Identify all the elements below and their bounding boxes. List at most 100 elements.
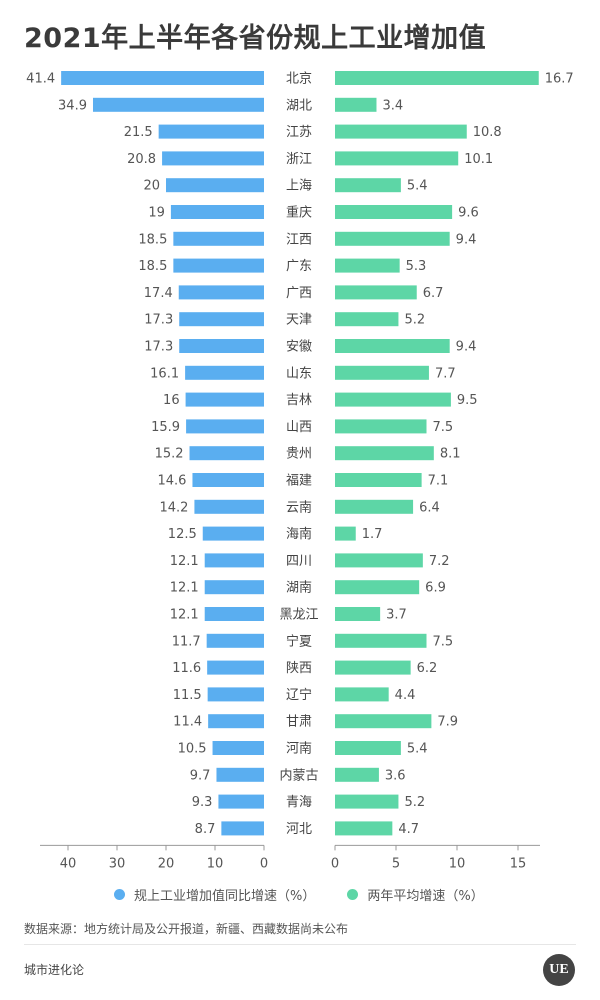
left-value-label: 12.1 (170, 554, 199, 569)
right-value-label: 7.7 (435, 366, 456, 381)
left-bar (170, 205, 264, 219)
category-label: 天津 (286, 313, 312, 328)
right-bar (335, 767, 379, 782)
right-bar (335, 714, 432, 729)
category-label: 广西 (286, 286, 312, 301)
left-value-label: 12.1 (170, 608, 199, 623)
right-bar (335, 580, 420, 595)
right-bar (335, 660, 411, 675)
left-value-label: 19 (148, 206, 165, 221)
left-value-label: 17.3 (144, 340, 173, 355)
left-value-label: 20 (143, 179, 160, 194)
right-value-label: 3.7 (386, 608, 407, 623)
category-label: 福建 (286, 474, 312, 489)
right-value-label: 3.6 (385, 768, 406, 783)
category-label: 河南 (286, 741, 312, 757)
category-label: 湖南 (286, 580, 312, 596)
right-bar (335, 553, 423, 568)
category-label: 北京 (286, 72, 312, 87)
left-bar (208, 714, 264, 729)
legend-swatch-right (347, 889, 359, 900)
right-bar (335, 205, 453, 219)
category-label: 陕西 (286, 661, 312, 676)
category-label: 四川 (286, 554, 312, 569)
right-value-label: 5.4 (407, 179, 428, 194)
category-label: 辽宁 (286, 687, 312, 703)
left-value-label: 17.4 (144, 286, 173, 301)
right-bar (335, 446, 434, 461)
left-bar (221, 821, 264, 836)
left-bar (158, 124, 264, 139)
right-bar (335, 821, 393, 836)
right-value-label: 6.4 (419, 500, 440, 515)
left-value-label: 21.5 (124, 125, 153, 140)
left-value-label: 16 (163, 393, 180, 408)
category-label: 青海 (286, 795, 312, 810)
left-value-label: 15.2 (155, 447, 184, 462)
right-bar (335, 124, 467, 139)
butterfly-bar-chart: 41.4 16.7 北京 34.9 3.4 湖北 21.5 10.8 江苏 20.8 10.1 浙江 2… (26, 71, 574, 871)
left-value-label: 34.9 (58, 98, 87, 113)
left-axis-tick-label: 0 (260, 856, 268, 871)
left-bar (166, 178, 264, 193)
right-value-label: 4.7 (398, 822, 419, 837)
left-value-label: 14.2 (159, 500, 188, 515)
legend-item-right: 两年平均增速（%） (347, 885, 484, 904)
category-label: 甘肃 (286, 715, 312, 730)
right-bar (335, 231, 450, 246)
right-bar (335, 687, 389, 702)
category-label: 江西 (286, 232, 312, 247)
left-bar (185, 365, 264, 380)
left-value-label: 11.6 (172, 661, 201, 676)
right-value-label: 7.5 (433, 634, 454, 649)
left-bar (179, 339, 264, 353)
left-axis-tick-label: 20 (158, 856, 175, 871)
left-value-label: 12.5 (168, 527, 197, 542)
left-value-label: 9.3 (192, 795, 213, 810)
left-bar (61, 71, 264, 85)
right-bar (335, 312, 399, 327)
right-value-label: 3.4 (382, 98, 403, 113)
left-value-label: 8.7 (195, 822, 216, 837)
category-label: 广东 (286, 259, 312, 274)
chart-title: 2021年上半年各省份规上工业增加值 (24, 23, 487, 54)
right-value-label: 5.2 (404, 795, 425, 810)
source-note: 数据来源：地方统计局及公开报道，新疆、西藏数据尚未公布 (24, 922, 349, 936)
left-value-label: 18.5 (138, 232, 167, 247)
right-value-label: 5.3 (406, 259, 427, 274)
right-axis-tick-label: 15 (510, 856, 527, 871)
right-bar (335, 499, 414, 514)
right-value-label: 8.1 (440, 447, 461, 462)
category-label: 吉林 (286, 393, 312, 408)
right-bar (335, 71, 539, 85)
left-bar (207, 687, 264, 702)
legend-item-left: 规上工业增加值同比增速（%） (114, 885, 315, 904)
category-label: 河北 (286, 822, 312, 837)
legend-label-left: 规上工业增加值同比增速（%） (134, 889, 316, 904)
right-bar (335, 633, 427, 648)
left-value-label: 11.7 (172, 634, 201, 649)
right-bar (335, 526, 356, 541)
right-value-label: 4.4 (395, 688, 416, 703)
left-value-label: 11.4 (173, 715, 202, 730)
left-value-label: 18.5 (138, 259, 167, 274)
left-value-label: 15.9 (151, 420, 180, 435)
right-axis-tick-label: 10 (449, 856, 466, 871)
left-value-label: 11.5 (173, 688, 202, 703)
right-value-label: 9.6 (458, 206, 479, 221)
left-value-label: 14.6 (158, 474, 187, 489)
right-value-label: 5.4 (407, 742, 428, 757)
right-bar (335, 339, 450, 353)
right-bar (335, 97, 377, 112)
right-value-label: 6.7 (423, 286, 444, 301)
right-bar (335, 365, 429, 380)
left-bar (204, 553, 264, 568)
left-value-label: 20.8 (127, 152, 156, 167)
right-value-label: 6.9 (425, 581, 446, 596)
right-bar (335, 419, 427, 434)
category-label: 黑龙江 (279, 608, 318, 623)
right-bar (335, 258, 400, 273)
right-value-label: 7.5 (433, 420, 454, 435)
right-value-label: 10.8 (473, 125, 502, 140)
left-value-label: 16.1 (150, 366, 179, 381)
